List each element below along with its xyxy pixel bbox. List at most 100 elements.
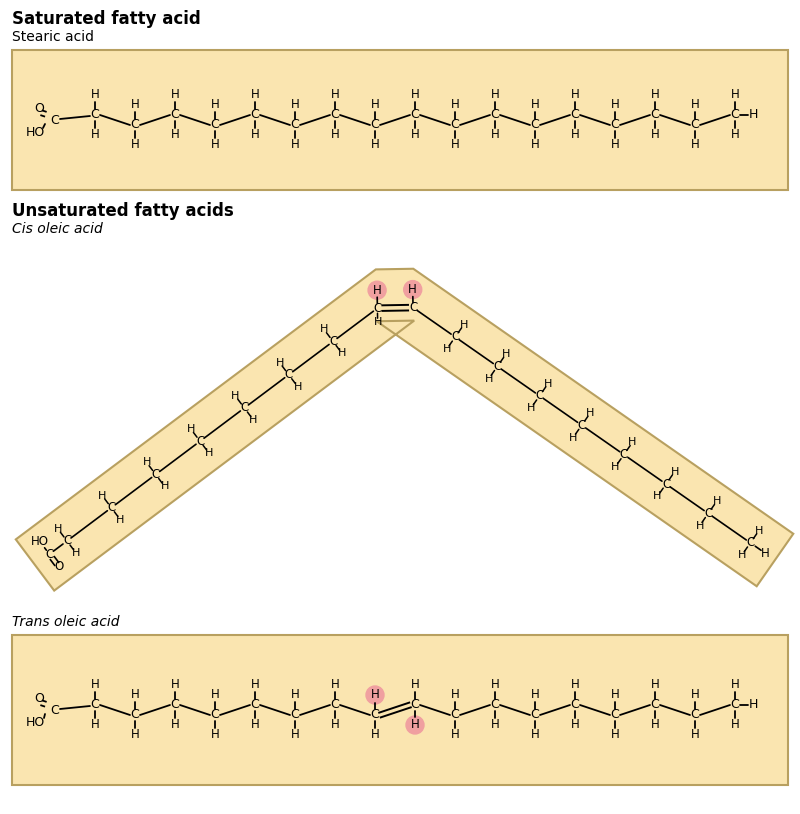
Text: H: H [249,415,258,425]
Text: C: C [704,507,712,520]
Text: H: H [320,325,328,335]
Text: C: C [63,535,71,548]
Text: H: H [450,98,459,112]
Text: C: C [530,708,539,721]
Text: H: H [410,89,419,102]
Text: H: H [250,89,259,102]
Text: H: H [695,521,704,531]
Text: H: H [570,89,579,102]
Text: H: H [170,719,179,732]
Circle shape [406,716,424,734]
Text: H: H [610,689,619,702]
Text: C: C [46,548,54,561]
Text: H: H [408,283,417,296]
Text: H: H [290,729,299,742]
Text: H: H [690,98,699,112]
Text: H: H [730,89,739,102]
Text: H: H [210,729,219,742]
Text: H: H [370,689,379,702]
Text: H: H [90,129,99,142]
Text: C: C [374,302,382,315]
Polygon shape [16,269,794,591]
Text: O: O [34,692,44,704]
Text: H: H [275,357,284,368]
Text: H: H [610,729,619,742]
Text: C: C [370,708,379,721]
Text: H: H [98,491,106,501]
Text: H: H [290,138,299,151]
Text: C: C [130,708,139,721]
Text: H: H [586,408,594,418]
Text: H: H [610,98,619,112]
Text: C: C [730,108,739,121]
Text: H: H [130,138,139,151]
Text: C: C [210,119,219,132]
Text: H: H [490,719,499,732]
Text: Trans oleic acid: Trans oleic acid [12,615,119,629]
Text: C: C [410,108,419,121]
Text: HO: HO [26,716,45,729]
Text: C: C [196,435,204,448]
Text: C: C [450,119,459,132]
Text: H: H [54,524,62,534]
Text: C: C [329,335,337,348]
Text: H: H [370,98,379,112]
Text: C: C [530,119,539,132]
Text: C: C [650,108,659,121]
Text: C: C [290,119,299,132]
Text: H: H [690,689,699,702]
Text: H: H [410,719,419,732]
Text: H: H [290,98,299,112]
Text: H: H [330,89,339,102]
Text: C: C [170,698,179,711]
Text: C: C [240,401,249,414]
Text: H: H [250,679,259,692]
Text: H: H [450,729,459,742]
Text: H: H [373,284,382,296]
Text: H: H [410,129,419,142]
Circle shape [404,281,422,299]
Text: HO: HO [30,535,49,548]
Text: H: H [569,432,578,443]
Text: H: H [570,129,579,142]
Text: H: H [294,382,302,392]
Text: H: H [748,108,758,121]
Text: C: C [610,119,619,132]
Text: H: H [690,138,699,151]
Text: H: H [130,689,139,702]
Text: C: C [409,301,417,314]
Text: Stearic acid: Stearic acid [12,30,94,44]
Text: H: H [170,129,179,142]
Text: H: H [116,514,125,525]
Text: H: H [370,138,379,151]
Text: H: H [610,138,619,151]
Text: C: C [410,698,419,711]
Text: C: C [250,698,259,711]
Text: H: H [526,403,535,414]
Text: H: H [210,689,219,702]
Text: H: H [748,698,758,711]
Text: H: H [161,482,169,492]
Text: C: C [570,108,579,121]
Text: H: H [650,679,659,692]
Text: C: C [250,108,259,121]
Text: H: H [442,344,451,354]
Text: H: H [654,492,662,501]
Text: H: H [330,719,339,732]
Text: H: H [205,449,214,458]
Text: H: H [650,719,659,732]
Text: H: H [530,138,539,151]
Circle shape [368,281,386,300]
Text: C: C [290,708,299,721]
Text: H: H [530,98,539,112]
Text: C: C [151,468,160,481]
Text: H: H [231,391,239,401]
Text: H: H [650,129,659,142]
Text: H: H [410,679,419,692]
Text: H: H [210,98,219,112]
Text: H: H [754,526,763,536]
Text: H: H [250,719,259,732]
Text: C: C [50,703,59,716]
Text: C: C [690,119,699,132]
Text: C: C [330,108,339,121]
